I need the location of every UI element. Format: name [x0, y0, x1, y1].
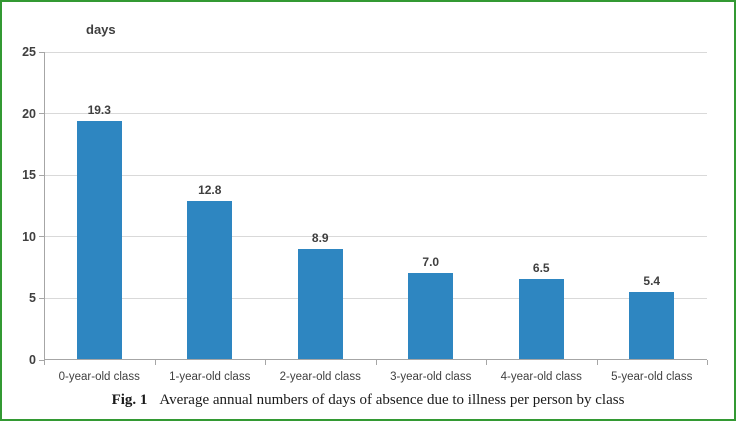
gridline-25 [44, 51, 707, 53]
bar-5-year-old class [629, 292, 675, 359]
bar-value-label-5: 5.4 [643, 274, 661, 289]
y-axis-tick-0 [39, 359, 44, 361]
x-axis-tick-5 [596, 360, 598, 365]
gridline-15 [44, 174, 707, 176]
x-axis-category-label-4: 4-year-old class [500, 371, 582, 383]
x-axis-tick-1 [154, 360, 156, 365]
gridline-20 [44, 113, 707, 115]
bar-value-label-0: 19.3 [87, 103, 111, 118]
x-axis-tick-0 [44, 360, 45, 365]
x-axis-category-label-2: 2-year-old class [279, 371, 361, 383]
gridline-5 [44, 297, 707, 299]
gridline-10 [44, 236, 707, 238]
bar-value-label-2: 8.9 [311, 231, 329, 246]
x-axis-tick-2 [265, 360, 266, 365]
x-axis-line [44, 359, 707, 360]
x-axis-category-label-5: 5-year-old class [611, 371, 693, 383]
bar-2-year-old class [297, 249, 343, 359]
bar-4-year-old class [518, 278, 564, 359]
bar-3-year-old class [408, 272, 454, 359]
y-axis-tick-5 [39, 297, 44, 299]
bar-value-label-4: 6.5 [532, 260, 550, 275]
bar-value-label-3: 7.0 [422, 254, 440, 269]
y-axis-label-5: 5 [29, 291, 36, 306]
y-axis-tick-25 [39, 51, 44, 53]
y-axis-unit-label: days [86, 22, 116, 37]
y-axis-line [44, 52, 45, 360]
bar-value-label-1: 12.8 [198, 183, 222, 198]
plot-area: 0 5 10 15 20 25 19.3 0-year-old class 12.8 1-year… [22, 45, 708, 383]
x-axis-category-label-1: 1-year-old class [169, 371, 251, 383]
figure-caption-number: Fig. 1 [111, 392, 148, 408]
y-axis-label-25: 25 [22, 45, 36, 59]
y-axis-tick-20 [39, 113, 44, 115]
bar-1-year-old class [187, 201, 233, 359]
x-axis-tick-4 [486, 360, 487, 365]
bar-0-year-old class [76, 121, 122, 359]
y-axis-label-15: 15 [22, 168, 36, 183]
y-axis-label-10: 10 [22, 229, 36, 244]
y-axis-tick-10 [39, 236, 44, 238]
x-axis-category-label-3: 3-year-old class [390, 371, 472, 383]
figure-caption-text: Average annual numbers of days of absenc… [159, 392, 625, 408]
y-axis-label-0: 0 [29, 353, 36, 367]
x-axis-tick-3 [375, 360, 377, 365]
y-axis-label-20: 20 [22, 106, 36, 121]
figure-caption: Fig. 1 Average annual numbers of days of … [2, 392, 734, 409]
x-axis-tick-6 [707, 360, 708, 365]
x-axis-category-label-0: 0-year-old class [58, 371, 140, 383]
y-axis-tick-15 [39, 174, 44, 176]
